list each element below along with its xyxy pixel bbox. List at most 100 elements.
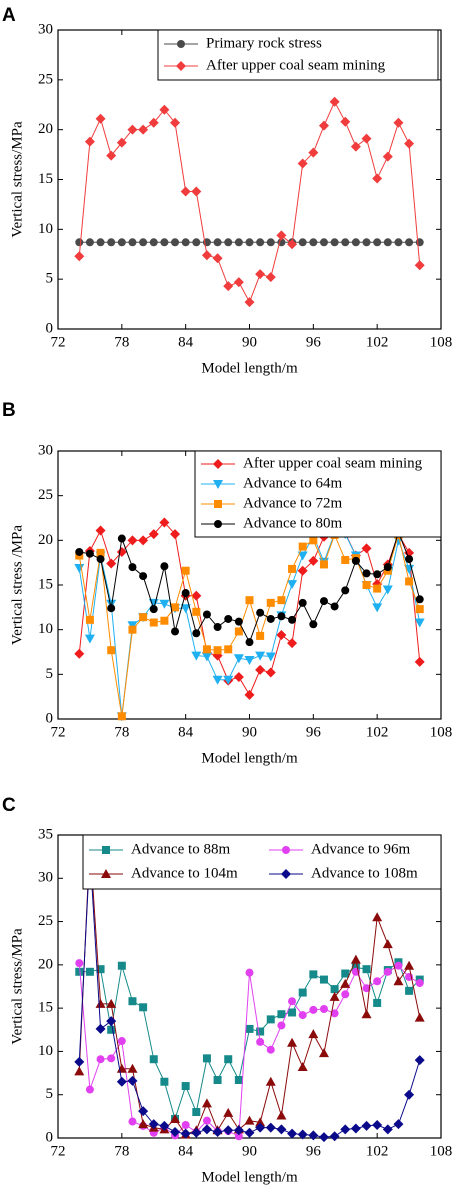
marker [149, 238, 158, 247]
x-tick-label: 96 [306, 724, 322, 740]
marker [95, 1023, 106, 1034]
marker [180, 1128, 191, 1139]
marker [308, 555, 319, 566]
x-tick-label: 102 [366, 334, 389, 350]
marker [373, 238, 382, 247]
marker [138, 1119, 149, 1129]
legend-label: Advance to 108m [311, 865, 418, 881]
y-tick-label: 0 [46, 1129, 54, 1145]
marker [127, 1075, 138, 1086]
marker [382, 151, 393, 162]
legend-label: Advance to 72m [243, 495, 342, 511]
marker [106, 150, 117, 161]
marker [414, 1055, 425, 1066]
marker [213, 622, 222, 631]
marker [414, 1012, 425, 1022]
marker [309, 536, 318, 545]
marker [160, 1077, 169, 1086]
marker [149, 618, 158, 627]
y-tick-label: 10 [38, 621, 53, 637]
marker [341, 555, 350, 564]
marker [74, 251, 85, 262]
marker [244, 1115, 255, 1125]
y-tick-label: 30 [38, 21, 53, 37]
y-tick-label: 15 [38, 1000, 53, 1016]
marker [245, 1024, 254, 1033]
y-tick-label: 20 [38, 956, 53, 972]
y-tick-label: 5 [46, 271, 54, 287]
marker [160, 238, 169, 247]
y-tick-label: 35 [38, 826, 53, 842]
marker [170, 117, 181, 128]
marker [351, 556, 360, 565]
marker [117, 712, 126, 721]
marker [373, 570, 382, 579]
marker [214, 500, 222, 508]
marker [341, 990, 350, 999]
marker [298, 238, 307, 247]
marker [181, 589, 190, 598]
marker [244, 689, 255, 700]
x-tick-label: 90 [242, 1143, 257, 1159]
marker [176, 61, 186, 71]
marker [265, 667, 276, 678]
marker [382, 585, 393, 595]
marker [255, 664, 266, 675]
y-tick-label: 30 [38, 442, 53, 458]
marker [202, 610, 211, 619]
marker [330, 238, 339, 247]
marker [309, 970, 318, 979]
marker [404, 960, 415, 970]
marker [180, 186, 191, 197]
marker [318, 120, 329, 131]
marker [372, 603, 383, 613]
marker [256, 631, 265, 640]
marker [281, 869, 291, 879]
legend-box [157, 29, 439, 81]
x-tick-label: 96 [306, 334, 322, 350]
marker [288, 564, 297, 573]
marker [212, 675, 223, 685]
marker [404, 1089, 415, 1100]
marker [414, 618, 425, 628]
marker [138, 124, 149, 135]
marker [256, 238, 265, 247]
marker [265, 652, 276, 662]
y-tick-label: 5 [46, 666, 54, 682]
marker [297, 1129, 308, 1140]
marker [213, 459, 223, 469]
marker [191, 186, 202, 197]
marker [149, 1055, 158, 1064]
marker [277, 1010, 286, 1019]
marker [107, 1054, 116, 1063]
marker [95, 998, 106, 1008]
x-tick-label: 78 [114, 1143, 129, 1159]
marker [341, 586, 350, 595]
marker [309, 1005, 318, 1014]
marker [394, 238, 403, 247]
marker [192, 1108, 201, 1117]
y-axis-label: Vertical stress/MPa [9, 928, 25, 1045]
marker [159, 104, 170, 115]
marker [149, 605, 158, 614]
marker [85, 615, 94, 624]
marker [245, 968, 254, 977]
marker [330, 1009, 339, 1018]
marker [223, 1125, 234, 1136]
marker [265, 1076, 276, 1086]
marker [107, 646, 116, 655]
x-tick-label: 78 [114, 334, 129, 350]
marker [362, 569, 371, 578]
marker [139, 613, 148, 622]
marker [340, 116, 351, 127]
marker [181, 1121, 190, 1130]
marker [405, 577, 414, 586]
marker [106, 1016, 117, 1027]
marker [288, 615, 297, 624]
marker [233, 1125, 244, 1136]
marker [329, 991, 340, 1001]
marker [341, 238, 350, 247]
marker [415, 238, 424, 247]
marker [372, 173, 383, 184]
marker [234, 1075, 243, 1084]
